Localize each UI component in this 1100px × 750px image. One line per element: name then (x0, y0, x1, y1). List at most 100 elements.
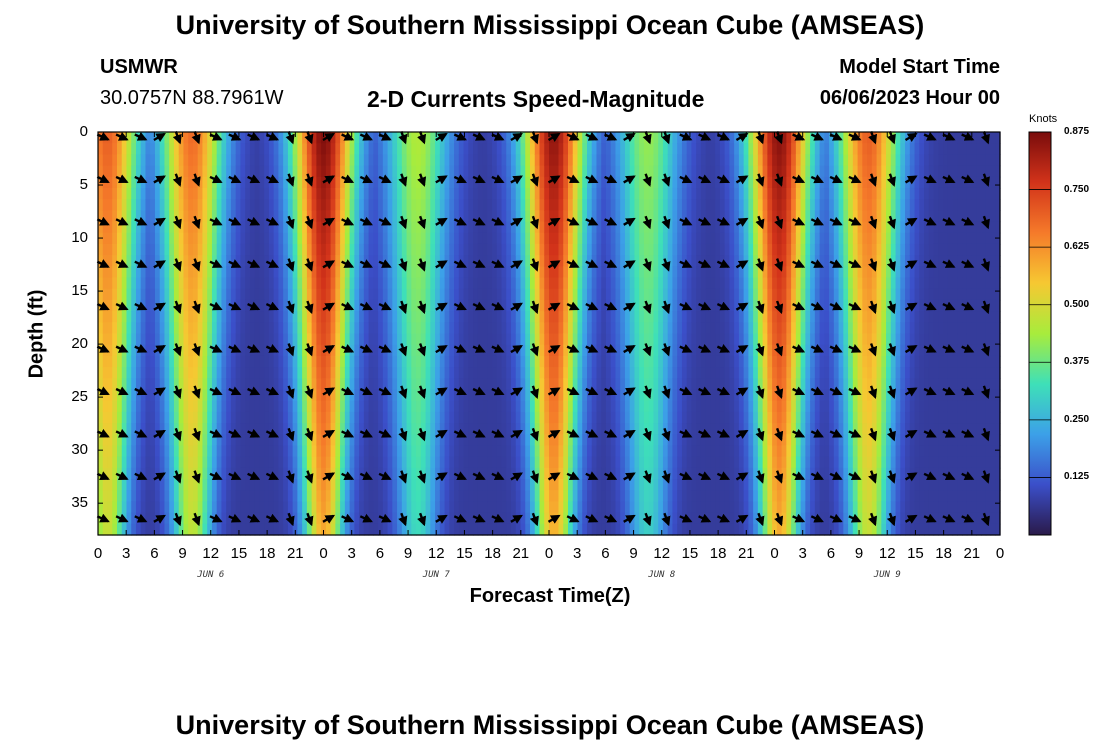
speed-cell (154, 445, 161, 458)
speed-cell (734, 333, 740, 346)
speed-cell (368, 523, 374, 536)
speed-cell (344, 523, 351, 536)
speed-cell (135, 355, 142, 368)
speed-cell (268, 434, 275, 447)
speed-cell (558, 143, 564, 155)
speed-cell (672, 523, 678, 536)
speed-cell (316, 355, 322, 368)
speed-cell (273, 154, 279, 167)
speed-cell (482, 367, 488, 379)
speed-cell (525, 154, 531, 167)
speed-cell (558, 154, 564, 167)
speed-cell (150, 456, 156, 469)
speed-cell (430, 389, 436, 402)
speed-cell (302, 467, 308, 480)
speed-cell (230, 243, 237, 256)
speed-cell (653, 266, 659, 279)
speed-cell (477, 143, 484, 155)
speed-cell (107, 299, 113, 312)
speed-cell (653, 501, 659, 514)
speed-cell (534, 277, 541, 290)
speed-cell (325, 367, 332, 379)
speed-cell (634, 288, 640, 301)
speed-cell (534, 210, 541, 223)
speed-cell (216, 400, 223, 413)
speed-cell (245, 445, 251, 458)
speed-cell (102, 434, 109, 447)
speed-cell (530, 456, 536, 469)
speed-cell (582, 501, 588, 514)
speed-cell (173, 479, 180, 491)
speed-cell (667, 243, 674, 256)
speed-cell (249, 210, 256, 223)
speed-cell (340, 232, 346, 245)
speed-cell (169, 389, 175, 402)
speed-cell (126, 434, 132, 447)
speed-cell (511, 210, 517, 223)
speed-cell (145, 344, 151, 357)
speed-cell (359, 355, 365, 368)
speed-cell (738, 411, 745, 424)
speed-cell (126, 400, 132, 413)
speed-cell (335, 434, 341, 447)
speed-cell (354, 165, 360, 178)
speed-cell (192, 367, 199, 379)
speed-cell (667, 523, 674, 536)
speed-cell (169, 479, 175, 491)
speed-cell (297, 210, 303, 223)
speed-cell (259, 187, 265, 200)
speed-cell (544, 132, 550, 144)
speed-cell (131, 467, 137, 480)
speed-cell (311, 389, 317, 402)
speed-cell (202, 299, 208, 312)
speed-cell (254, 322, 261, 335)
speed-cell (648, 490, 655, 503)
speed-cell (629, 243, 636, 256)
speed-cell (715, 501, 721, 514)
speed-cell (192, 154, 199, 167)
speed-cell (648, 243, 655, 256)
speed-cell (321, 187, 327, 200)
speed-cell (605, 154, 612, 167)
speed-cell (601, 411, 607, 424)
speed-cell (264, 132, 270, 144)
speed-cell (378, 232, 384, 245)
speed-cell (506, 411, 512, 424)
speed-cell (378, 445, 384, 458)
speed-cell (259, 277, 265, 290)
speed-cell (306, 445, 313, 458)
speed-cell (520, 355, 526, 368)
speed-cell (468, 523, 474, 536)
speed-cell (677, 344, 683, 357)
speed-cell (705, 154, 712, 167)
speed-cell (373, 490, 379, 503)
speed-cell (240, 367, 246, 379)
speed-cell (183, 411, 189, 424)
speed-cell (620, 411, 626, 424)
speed-cell (477, 479, 484, 491)
speed-cell (738, 333, 745, 346)
speed-cell (245, 355, 251, 368)
speed-cell (154, 277, 161, 290)
speed-cell (287, 165, 294, 178)
speed-cell (677, 479, 683, 491)
speed-cell (102, 501, 109, 514)
speed-cell (169, 467, 175, 480)
speed-cell (634, 266, 640, 279)
speed-cell (173, 322, 180, 335)
speed-cell (287, 411, 294, 424)
speed-cell (667, 288, 674, 301)
speed-cell (544, 355, 550, 368)
speed-cell (273, 232, 279, 245)
speed-cell (197, 187, 204, 200)
speed-cell (696, 389, 702, 402)
speed-cell (387, 423, 393, 435)
speed-cell (173, 266, 180, 279)
speed-cell (254, 490, 261, 503)
speed-cell (648, 333, 655, 346)
speed-cell (454, 165, 460, 178)
speed-cell (439, 445, 446, 458)
speed-cell (691, 389, 697, 402)
speed-cell (553, 154, 560, 167)
speed-cell (596, 176, 602, 189)
